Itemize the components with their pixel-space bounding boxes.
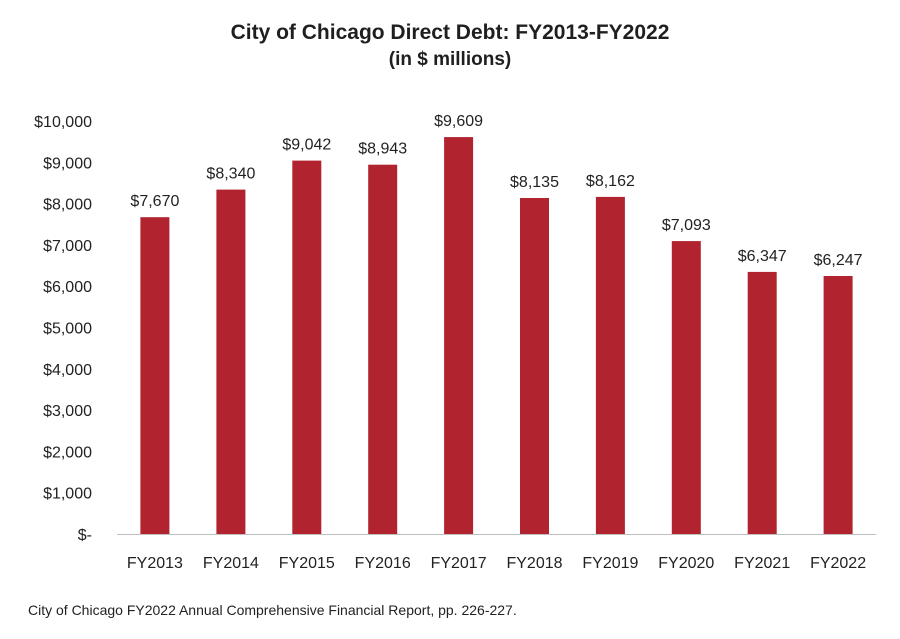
source-note: City of Chicago FY2022 Annual Comprehens… (28, 602, 517, 618)
y-axis: $- $1,000 $2,000 $3,000 $4,000 $5,000 $6,000 $7… (34, 114, 92, 544)
bar-fy2021 (747, 271, 777, 534)
y-tick-label: $6,000 (43, 279, 92, 296)
y-tick-label: $9,000 (43, 155, 92, 172)
bar-fy2015 (292, 160, 322, 534)
x-tick-label: FY2019 (582, 555, 638, 572)
bar-fy2019 (595, 196, 625, 534)
bar-fy2022 (823, 276, 853, 534)
y-tick-label: $3,000 (43, 403, 92, 420)
x-tick-label: FY2014 (203, 555, 259, 572)
y-tick-label: $1,000 (43, 486, 92, 503)
data-label-fy2015: $9,042 (282, 137, 331, 154)
data-label-fy2013: $7,670 (130, 193, 179, 210)
bar-fy2020 (671, 241, 701, 534)
x-tick-label: FY2020 (658, 555, 714, 572)
x-axis: FY2013 FY2014 FY2015 FY2016 FY2017 FY2018 FY20… (127, 555, 866, 572)
y-tick-label: $- (78, 527, 92, 544)
data-label-fy2022: $6,247 (814, 252, 863, 269)
data-label-fy2018: $8,135 (510, 174, 559, 191)
data-label-fy2016: $8,943 (358, 141, 407, 158)
data-label-fy2020: $7,093 (662, 217, 711, 234)
y-tick-label: $4,000 (43, 362, 92, 379)
bars (140, 137, 853, 534)
x-tick-label: FY2017 (431, 555, 487, 572)
x-tick-label: FY2015 (279, 555, 335, 572)
data-label-fy2014: $8,340 (206, 166, 255, 183)
x-tick-label: FY2016 (355, 555, 411, 572)
chart-title: City of Chicago Direct Debt: FY2013-FY20… (231, 21, 670, 44)
y-tick-label: $2,000 (43, 444, 92, 461)
bar-fy2017 (444, 137, 474, 534)
y-tick-label: $5,000 (43, 321, 92, 338)
y-tick-label: $8,000 (43, 197, 92, 214)
x-tick-label: FY2021 (734, 555, 790, 572)
x-tick-label: FY2022 (810, 555, 866, 572)
data-labels: $7,670 $8,340 $9,042 $8,943 $9,609 $8,135 $8,1… (130, 113, 862, 269)
bar-fy2013 (140, 217, 170, 534)
data-label-fy2019: $8,162 (586, 173, 635, 190)
x-tick-label: FY2013 (127, 555, 183, 572)
x-tick-label: FY2018 (506, 555, 562, 572)
data-label-fy2021: $6,347 (738, 248, 787, 265)
chart-subtitle: (in $ millions) (389, 49, 511, 70)
y-tick-label: $7,000 (43, 238, 92, 255)
y-tick-label: $10,000 (34, 114, 92, 131)
bar-fy2016 (368, 164, 398, 534)
bar-fy2018 (520, 198, 549, 534)
bar-fy2014 (216, 189, 246, 534)
data-label-fy2017: $9,609 (434, 113, 483, 130)
